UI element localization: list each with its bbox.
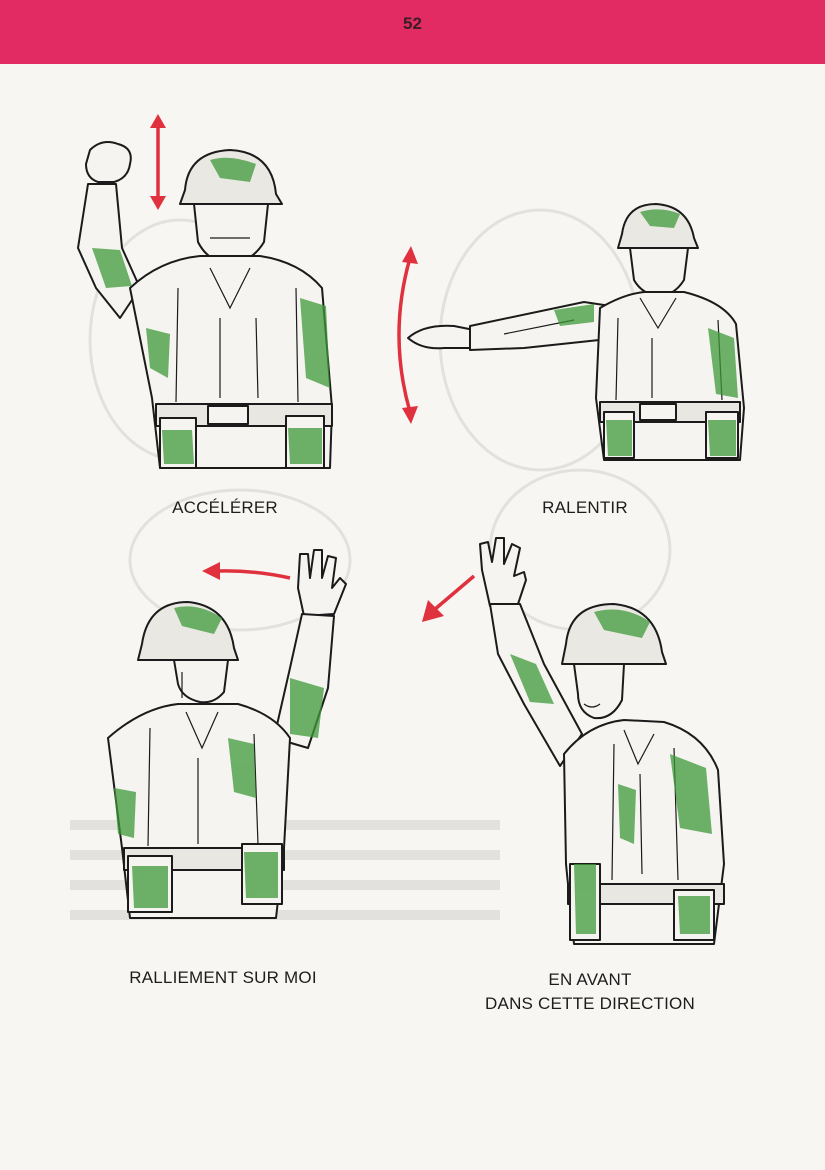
soldier-figure-en-avant: [479, 537, 725, 945]
soldier-figure-ralliement: [107, 549, 347, 919]
caption-accelerer: ACCÉLÉRER: [172, 498, 278, 517]
caption-ralliement: RALLIEMENT SUR MOI: [129, 968, 317, 987]
caption-en-avant: EN AVANT DANS CETTE DIRECTION: [440, 968, 740, 1016]
left-arrow-icon: [202, 562, 291, 580]
page-header-bar: 52: [0, 0, 825, 64]
soldier-figure-accelerer: [77, 141, 333, 469]
caption-ralentir: RALENTIR: [542, 498, 628, 517]
diagonal-arrow-icon: [422, 574, 476, 622]
caption-en-avant-line1: EN AVANT: [548, 970, 632, 989]
curved-double-arrow-icon: [397, 246, 418, 424]
up-down-arrow-icon: [150, 114, 166, 210]
soldier-figure-ralentir: [407, 203, 745, 461]
caption-en-avant-line2: DANS CETTE DIRECTION: [485, 994, 695, 1013]
page-number: 52: [403, 14, 422, 33]
